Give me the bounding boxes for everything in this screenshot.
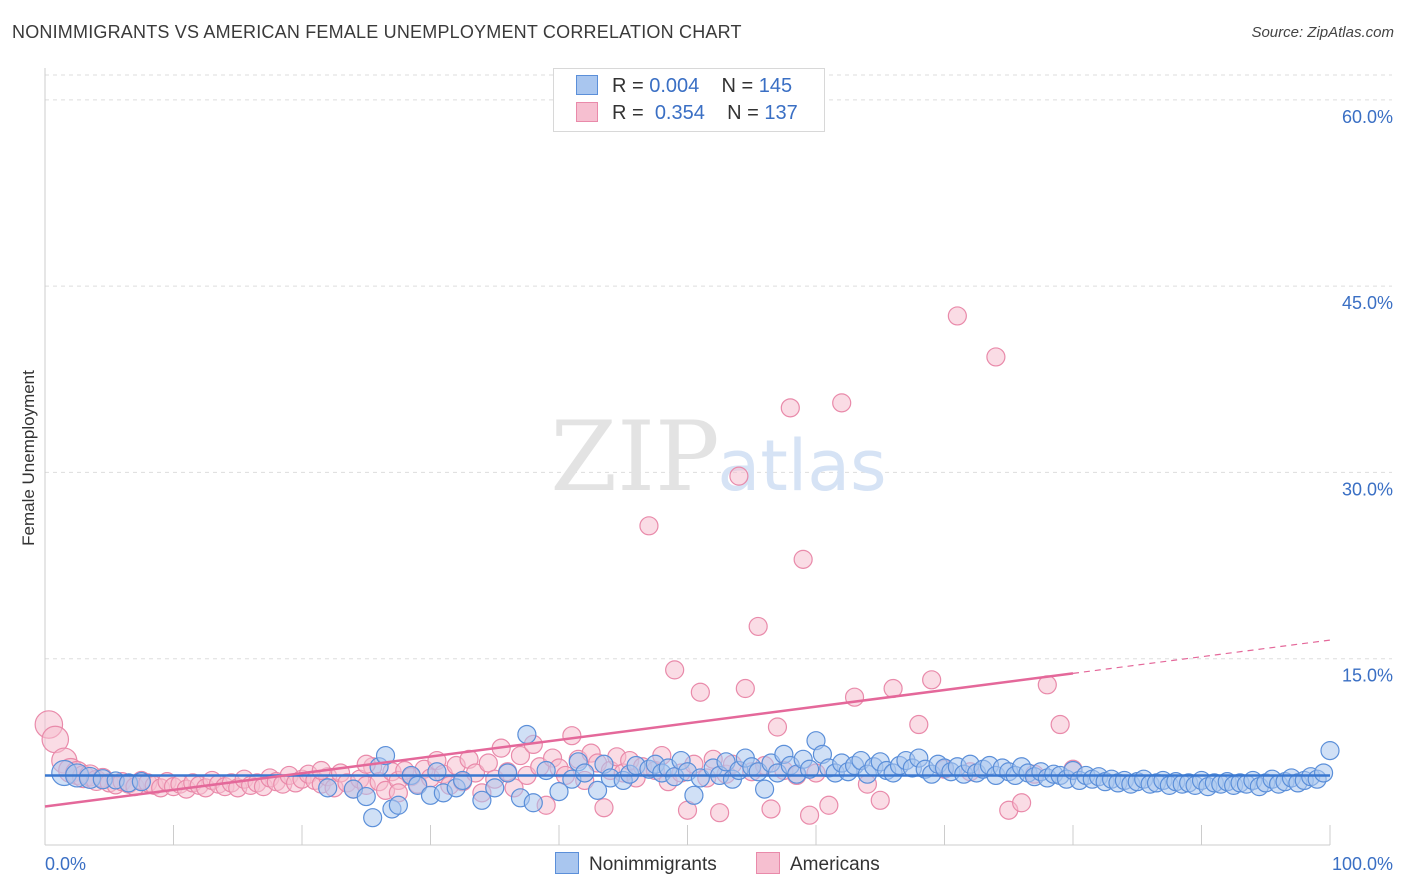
- americans-point-118: [799, 805, 820, 825]
- series-legend: Nonimmigrants Americans: [0, 852, 1406, 878]
- americans-point-110: [748, 616, 768, 637]
- legend-n-value: 145: [758, 75, 793, 97]
- nonimmigrants-point-22: [472, 790, 492, 810]
- americans-point-108: [735, 678, 755, 699]
- watermark: ZIP atlas: [550, 401, 886, 513]
- y-tick-label-0: 15.0%: [1342, 666, 1393, 686]
- americans-point-127: [922, 670, 942, 690]
- americans-point-101: [690, 682, 710, 702]
- americans-point-81: [562, 726, 582, 746]
- grid-layer: [45, 74, 1392, 660]
- nonimmigrants-point-24: [498, 763, 518, 783]
- nonimmigrants-point-143: [1313, 763, 1334, 783]
- legend-r-value: 0.004: [649, 75, 700, 97]
- nonimmigrants-point-18: [427, 762, 447, 782]
- nonimmigrants-point-144: [1320, 741, 1340, 761]
- nonimmigrants-point-26: [517, 724, 537, 745]
- watermark-atlas: atlas: [717, 425, 886, 507]
- nonimmigrants-point-23: [485, 778, 505, 798]
- americans-point-73: [510, 745, 531, 766]
- americans-point-86: [594, 798, 614, 818]
- legend-item-nonimmigrants[interactable]: Nonimmigrants: [555, 852, 717, 876]
- nonimmigrants-point-46: [684, 785, 704, 805]
- legend-n-label: N =: [721, 75, 754, 97]
- legend-swatch-pink: [756, 852, 780, 874]
- nonimmigrants-point-28: [536, 760, 556, 781]
- americans-point-136: [1050, 714, 1070, 735]
- nonimmigrants-point-6: [131, 772, 151, 792]
- americans-trend-line: [44, 672, 1074, 808]
- y-tick-label-1: 30.0%: [1342, 479, 1393, 499]
- correlation-legend: R = 0.004 N = 145 R = 0.354 N = 137: [553, 68, 825, 132]
- nonimmigrants-point-21: [453, 770, 473, 791]
- y-tick-label-3: 60.0%: [1342, 107, 1393, 127]
- x-tick-label-0: 0.0%: [45, 854, 86, 874]
- source-label: Source: ZipAtlas.com: [1251, 24, 1394, 41]
- americans-points: [34, 306, 1083, 825]
- nonimmigrants-point-47: [690, 768, 710, 788]
- legend-r-value: 0.354: [654, 102, 705, 124]
- americans-point-97: [665, 660, 685, 680]
- legend-r-label: R =: [612, 102, 644, 124]
- americans-point-107: [729, 466, 749, 486]
- legend-label-americans: Americans: [790, 854, 880, 875]
- watermark-zip: ZIP: [550, 401, 719, 513]
- axis-labels: 15.0% 30.0% 45.0% 60.0% 0.0% 100.0% Female Une…: [19, 107, 1393, 874]
- nonimmigrants-point-14: [388, 795, 408, 815]
- legend-item-americans[interactable]: Americans: [756, 852, 880, 876]
- nonimmigrants-point-33: [587, 780, 608, 800]
- americans-point-113: [767, 717, 788, 737]
- americans-point-93: [639, 516, 659, 536]
- americans-point-68: [478, 753, 498, 773]
- americans-point-133: [1011, 793, 1032, 813]
- legend-label-nonimmigrants: Nonimmigrants: [589, 854, 717, 875]
- legend-swatch-blue: [555, 852, 579, 874]
- nonimmigrants-point-32: [575, 763, 595, 783]
- nonimmigrants-point-7: [318, 778, 338, 798]
- y-axis-title: Female Unemployment: [19, 370, 38, 546]
- americans-point-131: [986, 347, 1006, 367]
- americans-point-104: [710, 803, 730, 823]
- legend-swatch-blue: [576, 75, 598, 95]
- nonimmigrants-point-29: [549, 781, 569, 802]
- americans-point-124: [870, 790, 890, 810]
- legend-n-value: 137: [764, 102, 798, 124]
- americans-point-117: [793, 549, 813, 569]
- legend-swatch-pink: [576, 102, 598, 122]
- americans-point-112: [761, 799, 781, 819]
- americans-point-129: [947, 306, 967, 326]
- legend-row-nonimmigrants: R = 0.004 N = 145: [576, 75, 792, 99]
- americans-point-115: [780, 398, 800, 418]
- nonimmigrants-point-10: [363, 808, 383, 828]
- legend-row-americans: R = 0.354 N = 137: [576, 102, 798, 126]
- americans-point-120: [819, 795, 839, 815]
- nonimmigrants-point-9: [356, 786, 376, 807]
- legend-n-label: N =: [727, 102, 759, 124]
- chart-title: NONIMMIGRANTS VS AMERICAN FEMALE UNEMPLO…: [12, 22, 742, 42]
- y-tick-label-2: 45.0%: [1342, 293, 1393, 313]
- nonimmigrants-point-27: [523, 793, 543, 813]
- trend-lines: [44, 639, 1331, 808]
- nonimmigrants-point-12: [375, 745, 396, 766]
- x-tick-label-1: 100.0%: [1332, 854, 1393, 874]
- americans-point-126: [909, 714, 929, 735]
- legend-r-label: R =: [612, 75, 644, 97]
- americans-point-121: [832, 393, 852, 413]
- nonimmigrants-point-63: [799, 759, 820, 779]
- americans-trend-extension: [1072, 639, 1331, 674]
- nonimmigrants-point-56: [754, 779, 775, 799]
